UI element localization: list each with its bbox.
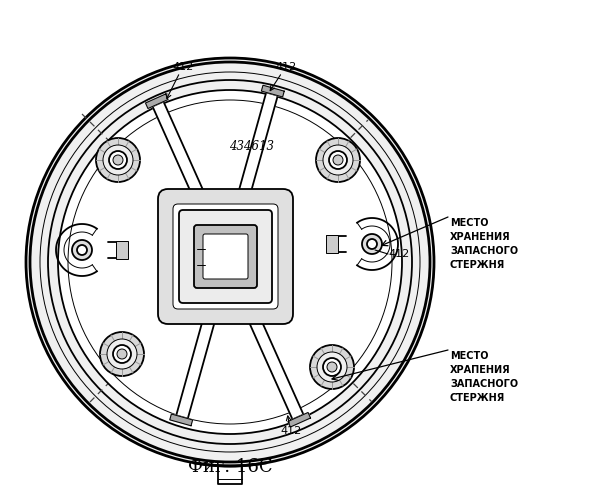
- Circle shape: [323, 145, 353, 175]
- Circle shape: [77, 245, 87, 255]
- Circle shape: [109, 151, 127, 169]
- Bar: [326, 235, 338, 253]
- Circle shape: [26, 58, 434, 466]
- Circle shape: [113, 345, 131, 363]
- Circle shape: [96, 138, 140, 182]
- Polygon shape: [261, 86, 284, 97]
- Circle shape: [113, 155, 123, 165]
- Circle shape: [367, 239, 377, 249]
- Bar: [116, 241, 128, 259]
- Text: 412: 412: [167, 62, 193, 98]
- Circle shape: [72, 240, 92, 260]
- Circle shape: [107, 339, 137, 369]
- Circle shape: [316, 138, 360, 182]
- Circle shape: [317, 352, 347, 382]
- Circle shape: [100, 332, 144, 376]
- Polygon shape: [152, 102, 303, 419]
- FancyBboxPatch shape: [173, 204, 278, 309]
- Text: МЕСТО
ХРАНЕНИЯ
ЗАПАСНОГО
СТЕРЖНЯ: МЕСТО ХРАНЕНИЯ ЗАПАСНОГО СТЕРЖНЯ: [450, 218, 518, 270]
- Text: 412: 412: [280, 416, 301, 436]
- Text: Фиг. 16C: Фиг. 16C: [188, 458, 272, 476]
- Polygon shape: [288, 412, 310, 427]
- FancyBboxPatch shape: [158, 189, 293, 324]
- Circle shape: [58, 90, 402, 434]
- Text: 412: 412: [270, 62, 296, 90]
- Circle shape: [310, 345, 354, 389]
- Polygon shape: [176, 92, 278, 418]
- FancyBboxPatch shape: [179, 210, 272, 303]
- Text: 434613: 434613: [230, 140, 274, 153]
- Circle shape: [323, 358, 341, 376]
- FancyBboxPatch shape: [203, 234, 248, 279]
- Circle shape: [333, 155, 343, 165]
- Circle shape: [117, 349, 127, 359]
- Text: МЕСТО
ХРАПЕНИЯ
ЗАПАСНОГО
СТЕРЖНЯ: МЕСТО ХРАПЕНИЯ ЗАПАСНОГО СТЕРЖНЯ: [450, 351, 518, 403]
- Circle shape: [103, 145, 133, 175]
- Polygon shape: [170, 414, 193, 426]
- Polygon shape: [145, 94, 168, 108]
- Circle shape: [329, 151, 347, 169]
- Text: 412: 412: [388, 249, 409, 259]
- Circle shape: [327, 362, 337, 372]
- Circle shape: [362, 234, 382, 254]
- FancyBboxPatch shape: [194, 225, 257, 288]
